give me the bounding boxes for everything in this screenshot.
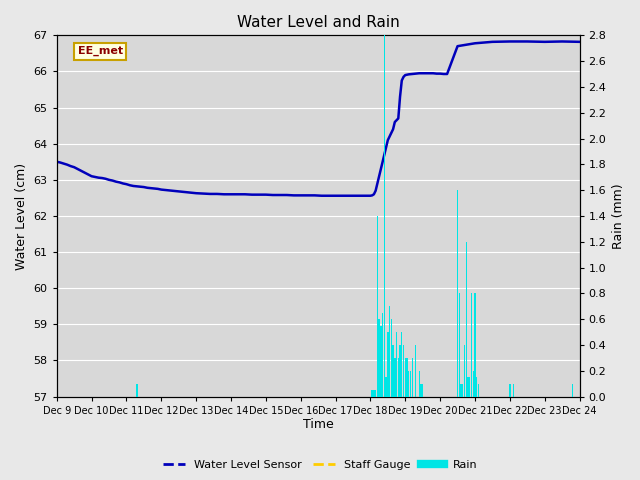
Bar xyxy=(420,384,422,396)
Legend: Water Level Sensor, Staff Gauge, Rain: Water Level Sensor, Staff Gauge, Rain xyxy=(158,456,482,474)
Bar xyxy=(457,190,458,396)
Text: EE_met: EE_met xyxy=(77,46,123,57)
Bar xyxy=(399,345,401,396)
Bar xyxy=(408,371,410,396)
Bar xyxy=(462,384,463,396)
Bar xyxy=(509,384,511,396)
Bar xyxy=(476,377,477,396)
Bar xyxy=(387,332,388,396)
Bar xyxy=(415,345,417,396)
Bar xyxy=(465,242,467,396)
Bar xyxy=(390,319,392,396)
Bar xyxy=(375,390,376,396)
Bar xyxy=(472,371,474,396)
Bar xyxy=(513,384,514,396)
Bar xyxy=(397,358,399,396)
Bar xyxy=(460,384,461,396)
Bar xyxy=(136,384,138,396)
Bar xyxy=(412,358,413,396)
Bar xyxy=(389,306,390,396)
Y-axis label: Water Level (cm): Water Level (cm) xyxy=(15,162,28,270)
Bar xyxy=(383,36,385,396)
Bar xyxy=(471,293,472,396)
Bar xyxy=(422,384,424,396)
Bar xyxy=(373,390,374,396)
Bar xyxy=(401,332,403,396)
Bar xyxy=(392,345,394,396)
Bar xyxy=(396,332,397,396)
Bar xyxy=(467,377,468,396)
Bar xyxy=(406,358,408,396)
Bar xyxy=(464,345,465,396)
X-axis label: Time: Time xyxy=(303,419,333,432)
Bar xyxy=(403,345,404,396)
Bar xyxy=(371,390,373,396)
Bar xyxy=(380,325,381,396)
Title: Water Level and Rain: Water Level and Rain xyxy=(237,15,399,30)
Bar xyxy=(459,293,460,396)
Bar xyxy=(385,377,387,396)
Bar xyxy=(572,384,573,396)
Bar xyxy=(469,377,470,396)
Bar xyxy=(404,358,406,396)
Bar xyxy=(478,384,479,396)
Bar xyxy=(377,216,378,396)
Bar xyxy=(410,371,411,396)
Bar xyxy=(474,293,476,396)
Bar xyxy=(394,358,396,396)
Y-axis label: Rain (mm): Rain (mm) xyxy=(612,183,625,249)
Bar xyxy=(419,371,420,396)
Bar xyxy=(382,313,383,396)
Bar xyxy=(385,384,386,396)
Bar xyxy=(378,319,380,396)
